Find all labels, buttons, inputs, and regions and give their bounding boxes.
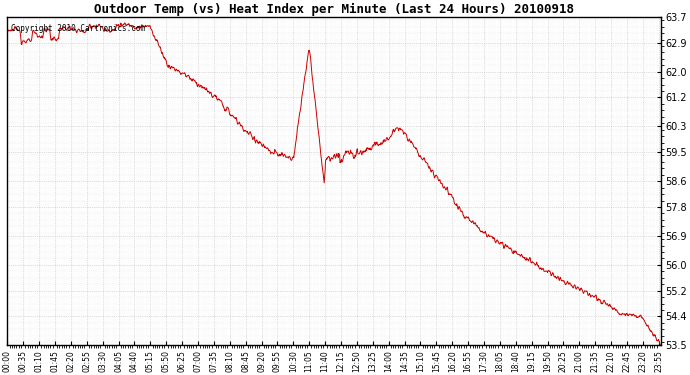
Title: Outdoor Temp (vs) Heat Index per Minute (Last 24 Hours) 20100918: Outdoor Temp (vs) Heat Index per Minute …	[94, 3, 574, 16]
Text: Copyright 2010 Cartronics.com: Copyright 2010 Cartronics.com	[10, 24, 145, 33]
